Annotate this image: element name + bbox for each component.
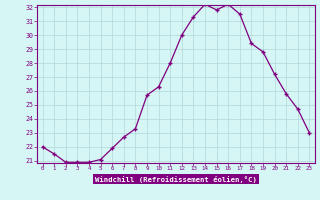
X-axis label: Windchill (Refroidissement éolien,°C): Windchill (Refroidissement éolien,°C) <box>95 176 257 183</box>
